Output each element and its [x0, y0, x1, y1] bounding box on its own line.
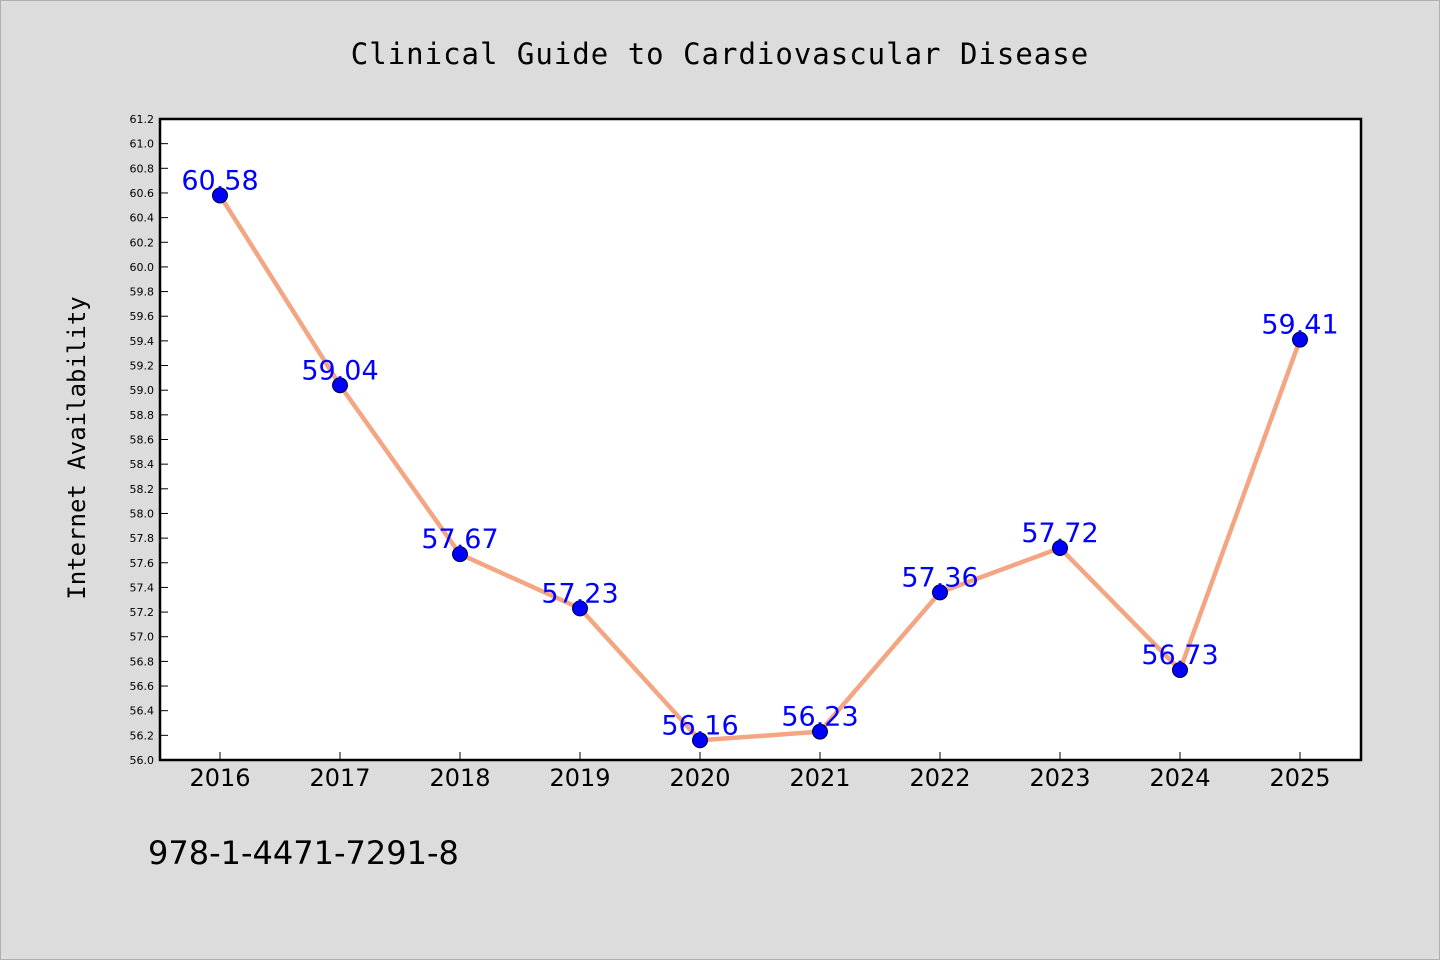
- x-tick-label: 2017: [309, 764, 370, 792]
- x-tick-label: 2021: [789, 764, 850, 792]
- data-point: [1292, 331, 1308, 348]
- y-tick-label: 57.2: [130, 606, 155, 619]
- y-tick-label: 57.8: [130, 532, 155, 545]
- data-label: 57.36: [901, 562, 978, 593]
- x-tick-label: 2016: [189, 764, 250, 792]
- data-label: 56.23: [781, 702, 858, 733]
- y-tick-label: 60.2: [130, 236, 155, 249]
- y-tick-label: 59.0: [130, 384, 155, 397]
- isbn-footer: 978-1-4471-7291-8: [148, 834, 459, 872]
- y-tick-label: 59.6: [130, 310, 155, 323]
- y-tick-label: 59.4: [130, 335, 155, 348]
- data-label: 59.41: [1261, 310, 1338, 341]
- data-label: 56.16: [661, 710, 738, 741]
- data-point: [692, 732, 708, 749]
- data-point: [452, 546, 468, 563]
- data-point: [572, 600, 588, 617]
- data-label: 57.23: [541, 578, 618, 609]
- series-line: [217, 193, 1303, 743]
- y-tick-label: 60.0: [130, 261, 155, 274]
- y-tick-label: 61.2: [130, 113, 155, 126]
- x-tick-label: 2019: [549, 764, 610, 792]
- data-label: 57.72: [1021, 518, 1098, 549]
- x-tick-label: 2018: [429, 764, 490, 792]
- y-tick-label: 57.6: [130, 557, 155, 570]
- y-tick-label: 58.4: [130, 458, 155, 471]
- y-axis-label: Internet Availability: [63, 296, 91, 599]
- y-tick-label: 59.2: [130, 360, 155, 373]
- y-axis-ticks: 56.0 56.2 56.4 56.6 56.8 57.0 57.2 57.4 57.6 57.8…: [130, 113, 168, 767]
- data-point: [332, 377, 348, 394]
- y-tick-label: 57.0: [130, 631, 155, 644]
- y-tick-label: 56.8: [130, 655, 155, 668]
- data-point: [812, 723, 828, 740]
- data-label: 56.73: [1141, 640, 1218, 671]
- data-label: 60.58: [181, 165, 258, 196]
- data-point: [1052, 539, 1068, 556]
- y-tick-label: 59.8: [130, 286, 155, 299]
- data-label: 59.04: [301, 355, 378, 386]
- x-tick-label: 2024: [1149, 764, 1210, 792]
- x-tick-label: 2020: [669, 764, 730, 792]
- y-tick-label: 60.6: [130, 187, 155, 200]
- data-point: [1172, 662, 1188, 679]
- data-point: [212, 187, 228, 204]
- x-axis-ticks: 2016 2017 2018 2019 2020 2021 2022 2023 2024 2025: [189, 752, 1331, 792]
- y-tick-label: 58.2: [130, 483, 155, 496]
- y-tick-label: 58.6: [130, 434, 155, 447]
- x-tick-label: 2023: [1029, 764, 1090, 792]
- y-tick-label: 57.4: [130, 581, 155, 594]
- data-labels: 60.58 59.04 57.67 57.23 56.16 56.23 57.36 57.72…: [181, 165, 1338, 741]
- series-line-group: [212, 187, 1308, 749]
- y-tick-label: 58.0: [130, 507, 155, 520]
- y-tick-label: 61.0: [130, 138, 155, 151]
- x-tick-label: 2025: [1269, 764, 1330, 792]
- y-tick-label: 56.6: [130, 680, 155, 693]
- data-point: [932, 584, 948, 601]
- y-tick-label: 58.8: [130, 409, 155, 422]
- y-tick-label: 56.4: [130, 705, 155, 718]
- y-tick-label: 60.8: [130, 162, 155, 175]
- chart-title: Clinical Guide to Cardiovascular Disease: [351, 37, 1089, 71]
- data-label: 57.67: [421, 524, 498, 555]
- y-tick-label: 56.2: [130, 729, 155, 742]
- y-tick-label: 60.4: [130, 212, 155, 225]
- x-tick-label: 2022: [909, 764, 970, 792]
- y-tick-label: 56.0: [130, 754, 155, 767]
